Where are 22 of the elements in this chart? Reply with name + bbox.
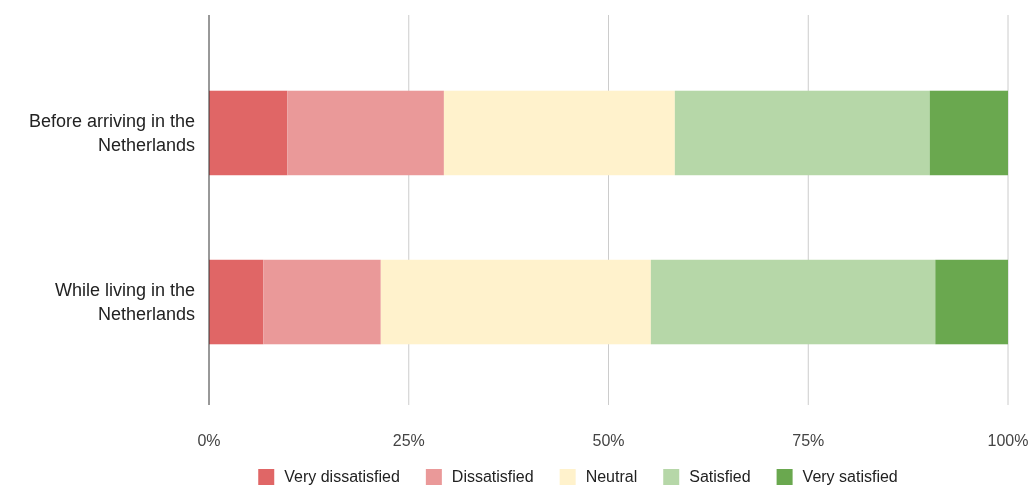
legend-label: Neutral	[585, 468, 638, 485]
legend-label: Satisfied	[689, 468, 751, 485]
y-tick-label: Before arriving in the Netherlands	[28, 110, 195, 155]
legend-label: Dissatisfied	[451, 468, 534, 485]
bar	[209, 259, 264, 345]
bar	[443, 90, 675, 176]
x-tick-label: 100%	[987, 432, 1029, 449]
x-tick-label: 75%	[792, 432, 825, 449]
bar	[209, 90, 288, 176]
bar	[935, 259, 1008, 345]
legend-label: Very satisfied	[802, 468, 898, 485]
bar	[650, 259, 936, 345]
x-tick-label: 25%	[392, 432, 425, 449]
y-tick-label: While living in the Netherlands	[54, 280, 195, 325]
bar	[929, 90, 1008, 176]
x-tick-label: 50%	[592, 432, 625, 449]
x-tick-label: 0%	[197, 432, 221, 449]
bar	[287, 90, 444, 176]
bar	[380, 259, 651, 345]
bar	[674, 90, 930, 176]
bar	[263, 259, 381, 345]
legend-label: Very dissatisfied	[284, 468, 400, 485]
